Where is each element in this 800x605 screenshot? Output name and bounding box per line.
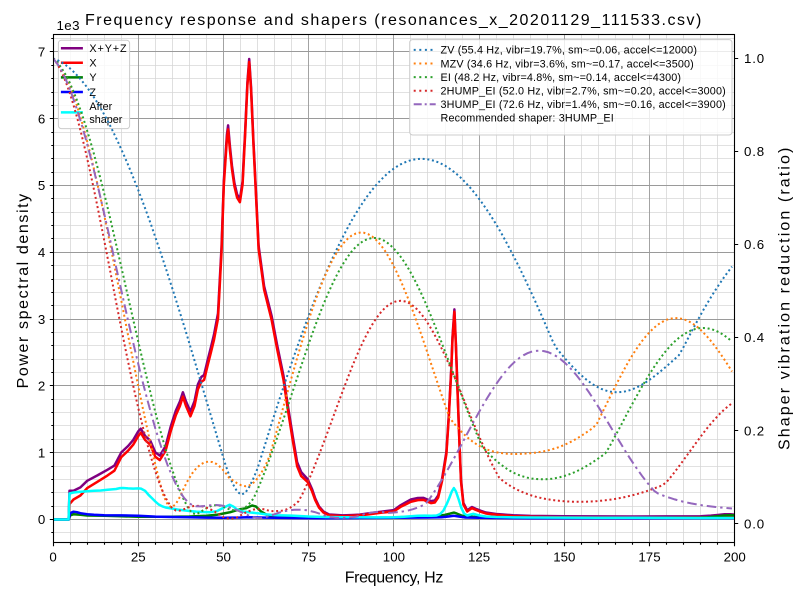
svg-text:1e3: 1e3 xyxy=(57,18,80,33)
svg-text:175: 175 xyxy=(638,550,660,565)
svg-text:200: 200 xyxy=(724,550,746,565)
svg-text:0.0: 0.0 xyxy=(744,516,765,531)
svg-text:Recommended shaper: 3HUMP_EI: Recommended shaper: 3HUMP_EI xyxy=(441,113,614,125)
svg-text:4: 4 xyxy=(38,245,45,260)
svg-text:50: 50 xyxy=(216,550,231,565)
svg-text:X+Y+Z: X+Y+Z xyxy=(89,43,127,55)
svg-text:Power spectral density: Power spectral density xyxy=(15,192,32,388)
svg-text:Y: Y xyxy=(89,72,96,84)
svg-text:Frequency response and shapers: Frequency response and shapers (resonanc… xyxy=(85,12,703,29)
svg-text:2: 2 xyxy=(38,379,45,394)
svg-text:75: 75 xyxy=(301,550,316,565)
svg-text:2HUMP_EI (52.0 Hz, vibr=2.7%,: 2HUMP_EI (52.0 Hz, vibr=2.7%, sm~=0.20, … xyxy=(441,86,726,98)
svg-text:25: 25 xyxy=(131,550,146,565)
svg-text:Z: Z xyxy=(89,87,96,99)
svg-text:1.0: 1.0 xyxy=(744,51,765,66)
svg-text:EI (48.2 Hz, vibr=4.8%, sm~=0.: EI (48.2 Hz, vibr=4.8%, sm~=0.14, accel<… xyxy=(441,72,682,84)
svg-text:MZV (34.6 Hz, vibr=3.6%, sm~=0: MZV (34.6 Hz, vibr=3.6%, sm~=0.17, accel… xyxy=(441,58,694,70)
svg-text:150: 150 xyxy=(553,550,575,565)
svg-text:100: 100 xyxy=(383,550,405,565)
svg-text:0.4: 0.4 xyxy=(744,330,765,345)
svg-text:0.2: 0.2 xyxy=(744,423,765,438)
svg-text:0.6: 0.6 xyxy=(744,237,765,252)
svg-text:3HUMP_EI (72.6 Hz, vibr=1.4%,: 3HUMP_EI (72.6 Hz, vibr=1.4%, sm~=0.16, … xyxy=(441,99,726,111)
svg-text:3: 3 xyxy=(38,312,45,327)
svg-text:0: 0 xyxy=(38,512,45,527)
svg-text:Shaper vibration reduction (ra: Shaper vibration reduction (ratio) xyxy=(777,146,794,450)
svg-text:ZV (55.4 Hz, vibr=19.7%, sm~=0: ZV (55.4 Hz, vibr=19.7%, sm~=0.06, accel… xyxy=(441,45,698,57)
svg-text:6: 6 xyxy=(38,112,45,127)
svg-text:125: 125 xyxy=(468,550,490,565)
svg-text:X: X xyxy=(89,58,96,70)
svg-text:7: 7 xyxy=(38,45,45,60)
svg-text:5: 5 xyxy=(38,178,45,193)
svg-text:Frequency, Hz: Frequency, Hz xyxy=(345,570,444,587)
svg-text:After: After xyxy=(89,101,112,113)
svg-text:1: 1 xyxy=(38,445,45,460)
svg-text:0.8: 0.8 xyxy=(744,144,765,159)
svg-text:shaper: shaper xyxy=(89,114,122,126)
svg-text:0: 0 xyxy=(49,550,56,565)
